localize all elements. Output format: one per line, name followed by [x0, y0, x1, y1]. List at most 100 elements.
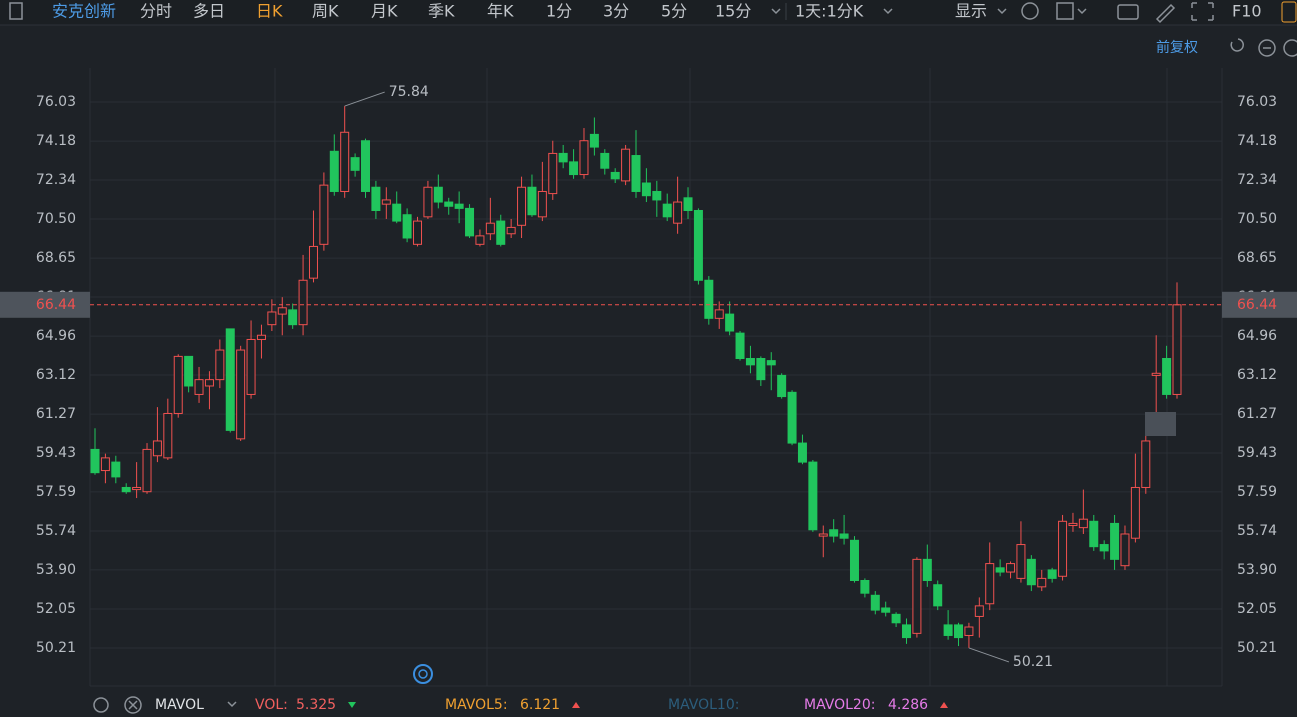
indicator-close[interactable]: [124, 696, 142, 714]
period-tab[interactable]: 1分: [546, 2, 572, 21]
current-price-label: 66.44: [36, 297, 76, 313]
candle-body: [308, 245, 318, 279]
period-tab[interactable]: 分时: [140, 2, 172, 21]
period-chevron[interactable]: [883, 8, 893, 15]
square-chevron[interactable]: [1077, 8, 1087, 15]
y-tick-label: 70.50: [36, 211, 76, 227]
candle-body: [215, 349, 225, 381]
zoom-in-icon[interactable]: [1283, 39, 1297, 57]
candle-body: [485, 222, 495, 235]
candle-body: [1058, 520, 1068, 577]
candle-body: [267, 311, 277, 326]
period-select[interactable]: 1天:1分K: [795, 2, 864, 21]
candle-body: [610, 171, 620, 180]
sidebar-toggle[interactable]: [9, 2, 23, 20]
adjust-mode[interactable]: 前复权: [1156, 39, 1198, 56]
period-tab[interactable]: 日K: [256, 2, 283, 21]
event-marker[interactable]: [413, 664, 433, 684]
y-tick-label-right: 55.74: [1237, 523, 1277, 539]
indicator-selector[interactable]: MAVOL: [155, 697, 204, 713]
stock-name[interactable]: 安克创新: [52, 2, 116, 21]
display-chevron[interactable]: [997, 8, 1007, 15]
y-tick-label-right: 63.12: [1237, 367, 1277, 383]
candle-body: [340, 131, 350, 192]
candle-body: [621, 148, 631, 182]
more-chevron[interactable]: [771, 8, 781, 15]
f10-button[interactable]: F10: [1232, 2, 1262, 21]
candle-body: [132, 486, 142, 491]
period-tab[interactable]: 3分: [603, 2, 629, 21]
overlay-box: [1145, 412, 1176, 436]
y-tick-label-right: 57.59: [1237, 484, 1277, 500]
square-icon[interactable]: [1056, 2, 1074, 20]
candle-body: [569, 161, 579, 176]
period-tab[interactable]: 15分: [715, 2, 751, 21]
indicator-value: 6.121: [520, 697, 560, 713]
candle-body: [1016, 544, 1026, 579]
settings-icon[interactable]: [1021, 2, 1039, 20]
candle-body: [870, 594, 880, 611]
candle-body: [891, 613, 901, 624]
candle-body: [600, 152, 610, 169]
period-tab[interactable]: 季K: [428, 2, 455, 21]
period-tab[interactable]: 周K: [312, 2, 339, 21]
candle-body: [527, 186, 537, 216]
candle-body: [787, 391, 797, 444]
period-tab[interactable]: 5分: [661, 2, 687, 21]
y-tick-label: 59.43: [36, 445, 76, 461]
camera-icon[interactable]: [1117, 4, 1139, 20]
candle-body: [683, 197, 693, 212]
candle-body: [1078, 518, 1088, 529]
candle-body: [256, 334, 266, 340]
price-tag-bg: [0, 291, 90, 318]
y-tick-label-right: 74.18: [1237, 133, 1277, 149]
candle-body: [725, 313, 735, 332]
y-tick-label-right: 53.90: [1237, 562, 1277, 578]
candle-body: [90, 448, 100, 474]
candle-body: [839, 533, 849, 539]
candle-body: [465, 207, 475, 237]
candle-body: [277, 307, 287, 315]
indicator-chevron[interactable]: [227, 701, 237, 708]
reset-icon[interactable]: [1230, 38, 1244, 52]
indicator-settings[interactable]: [93, 697, 109, 713]
candle-body: [964, 626, 974, 636]
period-tab[interactable]: 多日: [193, 2, 225, 21]
candle-body: [662, 203, 672, 218]
candle-body: [922, 558, 932, 581]
candle-body: [548, 152, 558, 195]
candle-body: [579, 140, 589, 176]
indicator-value: 5.325: [296, 697, 336, 713]
current-price-label-right: 66.44: [1237, 297, 1277, 313]
candle-body: [558, 152, 568, 163]
candle-body: [1120, 533, 1130, 567]
high-annotation: 75.84: [389, 84, 429, 100]
candle-body: [1110, 522, 1120, 560]
display-menu[interactable]: 显示: [955, 2, 987, 21]
candle-body: [860, 579, 870, 594]
trend-up: [940, 702, 948, 708]
candle-body: [704, 279, 714, 319]
candle-body: [1068, 522, 1078, 527]
side-panel-icon[interactable]: [1281, 1, 1297, 23]
candle-body: [631, 155, 641, 192]
indicator-value: 4.286: [888, 697, 928, 713]
candle-body: [163, 412, 173, 459]
candle-body: [985, 563, 995, 605]
y-tick-label: 55.74: [36, 523, 76, 539]
fullscreen-icon[interactable]: [1191, 2, 1214, 21]
candle-body: [413, 220, 423, 245]
candle-body: [225, 328, 235, 431]
candle-body: [1089, 520, 1099, 548]
candle-body: [444, 201, 454, 207]
draw-icon[interactable]: [1155, 3, 1176, 24]
period-tab[interactable]: 月K: [371, 2, 398, 21]
period-tab[interactable]: 年K: [487, 2, 514, 21]
candle-body: [1141, 440, 1151, 488]
candle-body: [693, 210, 703, 281]
candle-body: [402, 214, 412, 239]
candle-body: [454, 203, 464, 209]
event-marker-inner: [418, 669, 428, 679]
zoom-out-icon[interactable]: [1258, 39, 1276, 57]
y-tick-label-right: 70.50: [1237, 211, 1277, 227]
